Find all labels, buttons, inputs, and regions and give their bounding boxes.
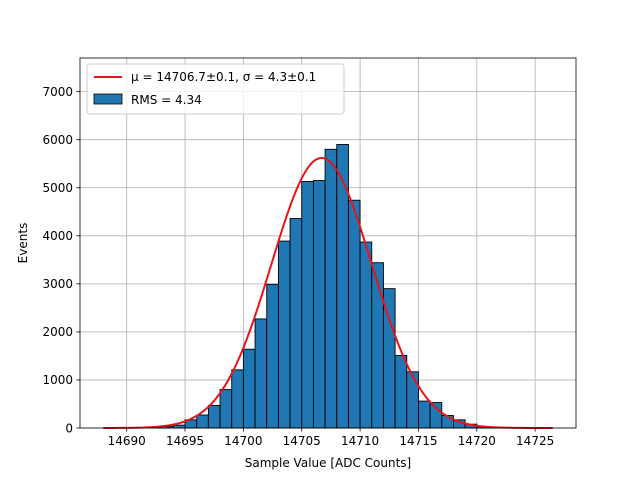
- histogram-bar: [394, 354, 408, 429]
- histogram-bar: [207, 404, 221, 429]
- legend: μ = 14706.7±0.1, σ = 4.3±0.1 RMS = 4.34: [86, 63, 345, 115]
- x-tick-label: 14710: [341, 434, 379, 448]
- y-tick-label: 7000: [42, 85, 73, 99]
- histogram-bar: [242, 348, 256, 429]
- histogram-bar: [219, 389, 233, 429]
- y-tick-label: 1000: [42, 373, 73, 387]
- histogram-bar: [196, 414, 209, 429]
- x-tick-label: 14700: [224, 434, 262, 448]
- y-axis-label: Events: [16, 223, 30, 264]
- legend-hist-swatch: [93, 93, 123, 105]
- histogram-bar: [277, 240, 291, 429]
- histogram-bar: [301, 181, 314, 429]
- histogram-bar: [359, 241, 373, 429]
- histogram-bar: [324, 148, 338, 429]
- x-tick-label: 14690: [108, 434, 146, 448]
- legend-box: [86, 63, 345, 115]
- histogram-bar: [336, 144, 349, 429]
- histogram-bar: [347, 199, 361, 429]
- plot-frame: [79, 57, 577, 429]
- histogram-bar: [231, 369, 244, 429]
- y-axis-ticks: 0 1000 2000 3000 4000 5000 6000 7000: [42, 85, 80, 435]
- y-tick-label: 5000: [42, 181, 73, 195]
- x-tick-label: 14725: [516, 434, 554, 448]
- histogram-bar: [312, 180, 326, 429]
- x-tick-label: 14695: [166, 434, 204, 448]
- x-tick-label: 14705: [283, 434, 321, 448]
- x-tick-label: 14720: [458, 434, 496, 448]
- x-axis-label: Sample Value [ADC Counts]: [245, 456, 411, 470]
- histogram-bar: [417, 400, 431, 429]
- y-tick-label: 6000: [42, 133, 73, 147]
- histogram-bar: [406, 371, 419, 429]
- histogram-bar: [172, 424, 186, 429]
- y-tick-label: 4000: [42, 229, 73, 243]
- histogram-bar: [371, 262, 384, 429]
- legend-hist-label: RMS = 4.34: [131, 93, 202, 107]
- histogram-bar: [266, 283, 279, 429]
- y-tick-label: 3000: [42, 277, 73, 291]
- histogram-bar: [429, 402, 443, 429]
- x-axis-ticks: 14690 14695 14700 14705 14710 14715 14720 14725: [108, 428, 554, 448]
- y-tick-label: 0: [65, 421, 73, 435]
- y-tick-label: 2000: [42, 325, 73, 339]
- gaussian-fit-curve: [103, 156, 553, 429]
- histogram-bar: [289, 218, 303, 429]
- histogram-bar: [254, 318, 268, 429]
- x-tick-label: 14715: [399, 434, 437, 448]
- legend-fit-label: μ = 14706.7±0.1, σ = 4.3±0.1: [131, 70, 316, 84]
